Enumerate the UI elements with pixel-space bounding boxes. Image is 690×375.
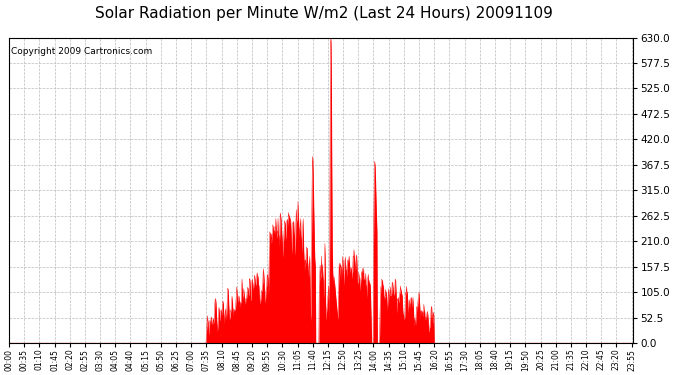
Text: Copyright 2009 Cartronics.com: Copyright 2009 Cartronics.com <box>11 46 152 56</box>
Text: Solar Radiation per Minute W/m2 (Last 24 Hours) 20091109: Solar Radiation per Minute W/m2 (Last 24… <box>95 6 553 21</box>
